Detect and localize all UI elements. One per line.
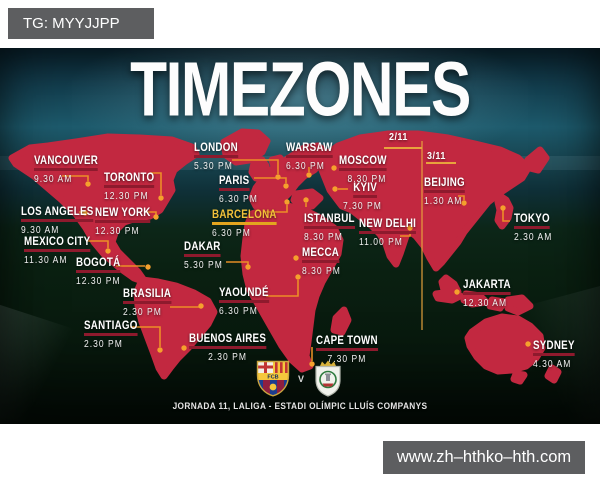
city-time: 6.30 PM <box>212 228 251 239</box>
date-label-right: 3/11 <box>427 151 446 162</box>
city-name: DAKAR <box>184 241 221 257</box>
city-time: 9.30 AM <box>34 174 73 185</box>
city-time: 6.30 PM <box>219 306 258 317</box>
city-name: ISTANBUL <box>304 213 355 229</box>
city-time: 7.30 PM <box>327 354 367 365</box>
city-time: 2.30 PM <box>84 339 123 350</box>
match-info-text: JORNADA 11, LALIGA - ESTADI OLÍMPIC LLUÍ… <box>172 401 428 411</box>
city-time: 6.30 PM <box>219 194 258 205</box>
city-time: 5.30 PM <box>194 161 233 172</box>
city-name: YAOUNDÉ <box>219 287 269 303</box>
city-name: LOS ANGELES <box>21 206 94 222</box>
versus-label: V <box>297 373 304 384</box>
fc-barcelona-crest-icon: FCB <box>256 360 290 397</box>
city-time: 1.30 AM <box>424 196 463 207</box>
city-label-new-york: NEW YORK 12.30 PM <box>95 203 151 237</box>
date-label-left: 2/11 <box>389 132 408 143</box>
city-name: TOKYO <box>514 213 550 229</box>
svg-text:FCB: FCB <box>267 375 278 381</box>
city-name: MEXICO CITY <box>24 236 91 252</box>
city-time: 8.30 PM <box>304 232 343 243</box>
city-name: CAPE TOWN <box>316 335 378 351</box>
city-label-paris: PARIS 6.30 PM <box>219 171 258 205</box>
city-time: 11.00 PM <box>359 237 403 248</box>
city-time: 12.30 PM <box>76 276 121 287</box>
city-time: 5.30 PM <box>184 260 223 271</box>
city-label-santiago: SANTIAGO 2.30 PM <box>84 316 138 350</box>
city-label-istanbul: ISTANBUL 8.30 PM <box>304 209 355 243</box>
city-time: 2.30 AM <box>514 232 553 243</box>
city-label-barcelona: BARCELONA 6.30 PM <box>212 205 277 239</box>
website-watermark-badge: www.zh–hthko–hth.com <box>383 441 585 474</box>
city-time: 8.30 PM <box>302 266 341 277</box>
match-footer: FCB V JORNADA 11, LALIGA - <box>0 360 600 411</box>
city-name: LONDON <box>194 142 238 158</box>
city-label-mecca: MECCA 8.30 PM <box>302 243 341 277</box>
city-name: SYDNEY <box>533 340 575 356</box>
city-label-tokyo: TOKYO 2.30 AM <box>514 209 552 243</box>
city-label-london: LONDON 5.30 PM <box>194 138 238 172</box>
city-name: TORONTO <box>104 172 155 188</box>
city-label-los-angeles: LOS ANGELES 9.30 AM <box>21 202 94 236</box>
city-name: NEW DELHI <box>359 218 417 234</box>
city-name: SANTIAGO <box>84 320 138 336</box>
city-label-buenos-aires: BUENOS AIRES 2.30 PM <box>189 329 267 363</box>
website-url: www.zh–hthko–hth.com <box>396 448 572 466</box>
city-name: BOGOTÁ <box>76 257 121 273</box>
city-time: 12.30 AM <box>463 298 508 309</box>
telegram-watermark-badge: TG: MYYJJPP <box>8 8 154 39</box>
city-time: 2.30 PM <box>208 352 247 363</box>
city-name: VANCOUVER <box>34 155 99 171</box>
city-label-beijing: BEIJING 1.30 AM <box>424 173 465 207</box>
city-label-dakar: DAKAR 5.30 PM <box>184 237 223 271</box>
city-time: 6.30 PM <box>286 161 325 172</box>
city-label-jakarta: JAKARTA 12.30 AM <box>463 275 511 309</box>
city-name: BRASILIA <box>123 288 172 304</box>
city-name: MOSCOW <box>339 155 387 171</box>
telegram-handle: TG: MYYJJPP <box>23 15 120 32</box>
city-name: NEW YORK <box>95 207 151 223</box>
city-label-new-delhi: NEW DELHI 11.00 PM <box>359 214 417 248</box>
city-time: 12.30 PM <box>95 226 140 237</box>
city-label-yaounde: YAOUNDÉ 6.30 PM <box>219 283 269 317</box>
city-label-warsaw: WARSAW 6.30 PM <box>286 138 333 172</box>
city-name: BARCELONA <box>212 209 277 225</box>
city-label-kyiv: KYIV 7.30 PM <box>343 178 382 212</box>
city-label-brasilia: BRASILIA 2.30 PM <box>123 284 172 318</box>
city-name: MECCA <box>302 247 340 263</box>
city-label-vancouver: VANCOUVER 9.30 AM <box>34 151 99 185</box>
city-time: 12.30 PM <box>104 191 149 202</box>
elche-cf-crest-icon <box>315 360 341 397</box>
city-name: BUENOS AIRES <box>189 333 267 349</box>
city-name: BEIJING <box>424 177 465 193</box>
city-name: KYIV <box>353 182 378 198</box>
city-name: JAKARTA <box>463 279 511 295</box>
city-name: WARSAW <box>286 142 333 158</box>
city-label-bogota: BOGOTÁ 12.30 PM <box>76 253 121 287</box>
city-label-toronto: TORONTO 12.30 PM <box>104 168 155 202</box>
poster-title: TIMEZONES <box>130 45 471 132</box>
city-name: PARIS <box>219 175 250 191</box>
